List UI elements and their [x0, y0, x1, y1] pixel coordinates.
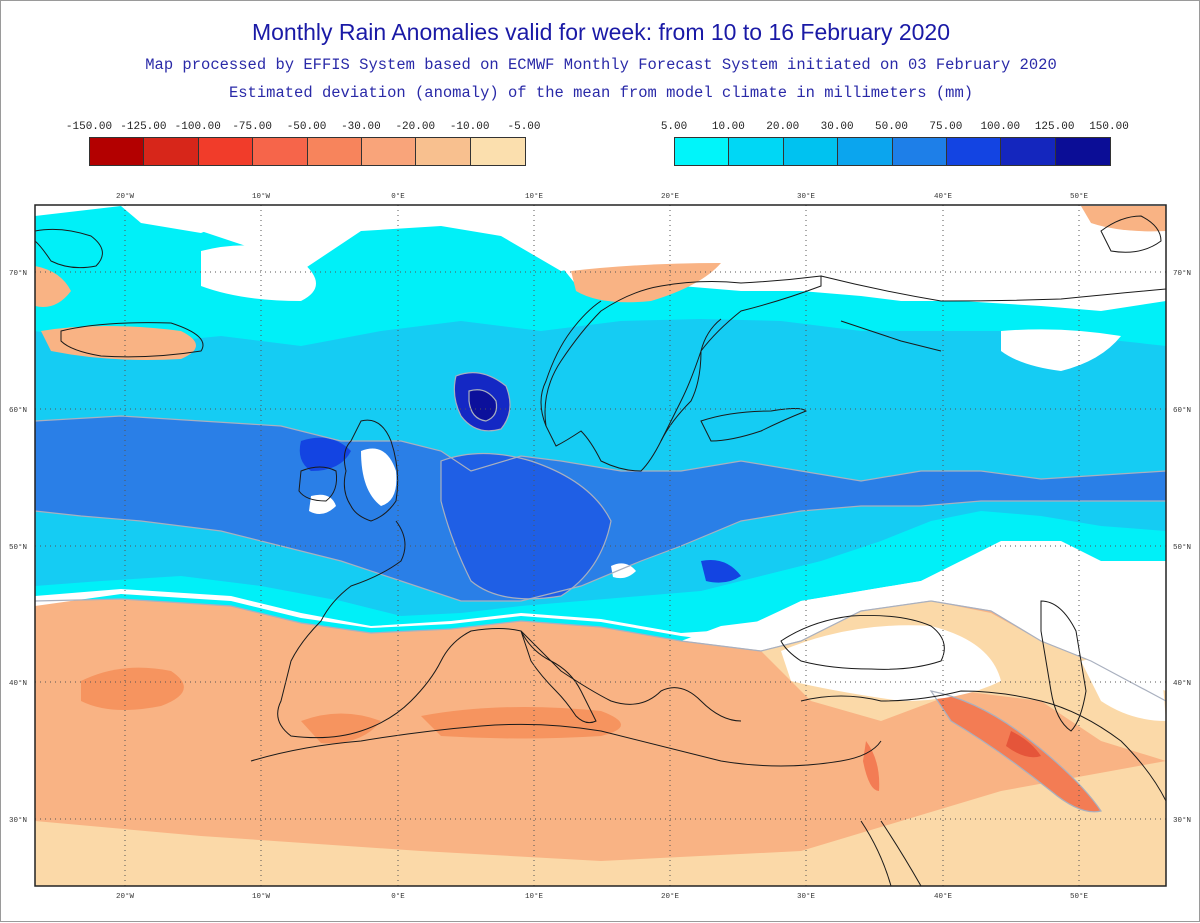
contour-lines — [35, 372, 1166, 813]
legend-label: 10.00 — [711, 121, 745, 133]
strong-dry-patch — [81, 667, 184, 710]
neutral-region — [1001, 329, 1121, 371]
dry-anomaly-region — [571, 263, 721, 303]
tick-label: 60°N — [9, 406, 27, 415]
strong-dry-patch — [301, 713, 381, 744]
legend-label: -125.00 — [120, 121, 167, 133]
legend-label: -20.00 — [395, 121, 436, 133]
map-title: Monthly Rain Anomalies valid for week: f… — [251, 19, 951, 45]
map-frame — [34, 204, 1167, 887]
anomaly-field — [35, 205, 1166, 886]
latitude-ticks-left: 70°N 60°N 50°N 40°N 30°N — [9, 269, 27, 825]
legend-swatch — [729, 138, 784, 165]
tick-label: 20°E — [661, 192, 680, 201]
legend-swatch — [416, 138, 471, 165]
legend-swatch — [675, 138, 730, 165]
tick-label: 30°E — [797, 192, 816, 201]
legend-swatch — [90, 138, 145, 165]
neutral-region — [361, 448, 397, 506]
map-subtitle-units: Estimated deviation (anomaly) of the mea… — [228, 84, 974, 102]
legend-swatch — [361, 138, 417, 165]
legend-swatch — [1001, 138, 1056, 165]
legend-swatch — [892, 138, 947, 165]
tick-label: 50°N — [1173, 543, 1191, 552]
neutral-region — [35, 546, 1166, 691]
legend-swatch — [783, 138, 839, 165]
legend-swatch — [838, 138, 893, 165]
legend-swatch — [307, 138, 362, 165]
legend-label: -75.00 — [232, 121, 272, 133]
legend-label: -50.00 — [286, 121, 327, 133]
tick-label: 40°N — [9, 679, 27, 688]
legend-label: 50.00 — [875, 121, 909, 133]
tick-label: 10°W — [252, 192, 271, 201]
tick-label: 30°N — [9, 816, 27, 825]
tick-label: 0°E — [391, 192, 405, 201]
legend-label: 20.00 — [766, 121, 800, 133]
legend-label: 100.00 — [980, 121, 1021, 133]
neutral-region — [121, 206, 231, 233]
tick-label: 70°N — [9, 269, 27, 278]
legend-label: -30.00 — [341, 121, 381, 133]
legend-label: 75.00 — [929, 121, 963, 133]
longitude-ticks-top: 20°W 10°W 0°E 10°E 20°E 30°E 40°E 50°E — [116, 192, 1089, 201]
tick-label: 40°E — [934, 192, 953, 201]
neutral-region — [309, 494, 336, 515]
coastlines — [35, 215, 1166, 886]
legend-swatch — [1055, 138, 1110, 165]
tick-label: 0°E — [391, 892, 405, 901]
legend-positive-anomaly: 5.00 10.00 20.00 30.00 50.00 75.00 100.00 125.0… — [661, 121, 1129, 166]
longitude-ticks-bottom: 20°W 10°W 0°E 10°E 20°E 30°E 40°E 50°E — [116, 892, 1089, 901]
wet-anomaly-core — [299, 437, 351, 471]
legend-label: -5.00 — [507, 121, 541, 133]
strong-dry-patch — [421, 707, 621, 739]
graticule — [35, 205, 1166, 886]
tick-label: 10°E — [525, 192, 544, 201]
legend-label: 30.00 — [820, 121, 854, 133]
tick-label: 20°E — [661, 892, 680, 901]
tick-label: 30°E — [797, 892, 816, 901]
dry-anomaly-region — [35, 266, 71, 307]
tick-label: 40°E — [934, 892, 953, 901]
tick-label: 40°N — [1173, 679, 1191, 688]
legend-swatch — [470, 138, 525, 165]
neutral-region — [611, 563, 636, 579]
legend-swatch — [144, 138, 199, 165]
legend-label: -150.00 — [65, 121, 113, 133]
map-subtitle-processing: Map processed by EFFIS System based on E… — [145, 56, 1057, 74]
strong-dry-patch — [1006, 731, 1041, 758]
latitude-ticks-right: 70°N 60°N 50°N 40°N 30°N — [1173, 269, 1191, 825]
tick-label: 20°W — [116, 892, 135, 901]
wet-anomaly-core — [701, 560, 741, 583]
wet-anomaly-region — [441, 453, 611, 599]
legend-label: 5.00 — [660, 121, 688, 133]
wet-anomaly-core — [469, 389, 497, 421]
legend-swatch — [946, 138, 1002, 165]
tick-label: 30°N — [1173, 816, 1191, 825]
legend-label: 150.00 — [1089, 121, 1129, 133]
light-dry-region — [35, 761, 1166, 886]
tick-label: 50°E — [1070, 192, 1089, 201]
tick-label: 60°N — [1173, 406, 1191, 415]
neutral-region — [201, 245, 316, 301]
legend-label: 125.00 — [1034, 121, 1075, 133]
neutral-region — [1081, 656, 1166, 721]
tick-label: 20°W — [116, 192, 135, 201]
legend-label: -100.00 — [174, 121, 221, 133]
tick-label: 50°N — [9, 543, 27, 552]
legend-negative-anomaly: -150.00 -125.00 -100.00 -75.00 -50.00 -30.00 -… — [66, 121, 541, 166]
legend-label: -10.00 — [449, 121, 490, 133]
legend-swatch — [253, 138, 308, 165]
tick-label: 10°W — [252, 892, 271, 901]
legend-swatch — [198, 138, 254, 165]
tick-label: 50°E — [1070, 892, 1089, 901]
tick-label: 10°E — [525, 892, 544, 901]
tick-label: 70°N — [1173, 269, 1191, 278]
